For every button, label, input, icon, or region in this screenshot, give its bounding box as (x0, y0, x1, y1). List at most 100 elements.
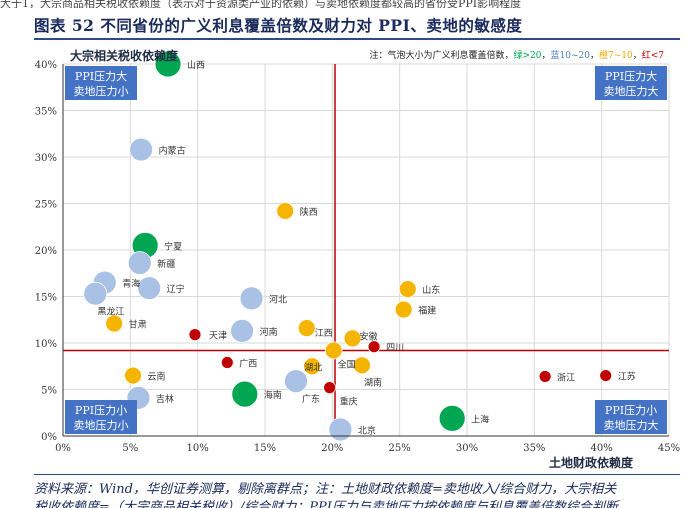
quadrant-label-line1: PPI压力大 (605, 69, 657, 83)
x-axis-title: 土地财政依赖度 (549, 455, 634, 470)
bubble-label: 青海 (122, 278, 140, 290)
figure-title: 图表 52 不同省份的广义利息覆盖倍数及财力对 PPI、卖地的敏感度 (34, 16, 523, 35)
x-tick-label: 25% (389, 443, 411, 454)
bubble-label: 陕西 (300, 206, 318, 218)
bubble (129, 137, 154, 162)
bubble-label: 湖南 (364, 376, 382, 388)
bubble-label: 重庆 (340, 396, 358, 408)
quadrant-box (595, 400, 667, 434)
y-tick-label: 40% (35, 60, 57, 71)
title-rule (34, 38, 680, 40)
legend-note-separator: ， (541, 51, 550, 61)
bubble-label: 浙江 (557, 371, 575, 383)
bubble-label: 黑龙江 (97, 306, 124, 318)
bubble-label: 甘肃 (129, 318, 147, 330)
bubble (230, 319, 255, 343)
bubble-label: 吉林 (156, 393, 174, 405)
legend-note-separator: ， (633, 51, 642, 61)
legend-note-separator: ， (590, 51, 599, 61)
legend-note: 注：气泡大小为广义利息覆盖倍数，绿>20，蓝10~20，橙7~10，红<7 (369, 49, 664, 61)
bubble (394, 300, 413, 319)
bubble (154, 50, 182, 78)
bubble-label: 广东 (302, 393, 320, 405)
bubble (284, 369, 308, 394)
quadrant-label-line2: 卖地压力小 (74, 85, 129, 98)
bubble-label: 广西 (239, 358, 257, 370)
bubble-label: 上海 (471, 413, 489, 425)
bubble-label: 新疆 (157, 258, 175, 270)
bubble-label: 江西 (315, 328, 333, 339)
x-tick-label: 35% (523, 443, 545, 454)
quadrant-label-line2: 卖地压力大 (604, 84, 659, 98)
quadrant-label-line2: 卖地压力大 (604, 418, 659, 432)
x-tick-label: 0% (55, 443, 71, 454)
bubble (353, 356, 371, 375)
bubble (231, 380, 259, 408)
axes: 0% 5% 10% 15% 20% 25% 30% 35% 40% 45% 0% 5% 10% 15% 20… (35, 60, 680, 454)
bubble-label: 全国 (338, 358, 356, 370)
x-tick-label: 30% (456, 443, 478, 454)
bubble-label: 湖北 (304, 362, 322, 373)
bubble (343, 329, 362, 348)
bubble (324, 341, 343, 360)
quadrant-box (65, 400, 137, 434)
bubble-label: 福建 (418, 305, 436, 317)
legend-note-item: 绿>20 (513, 49, 541, 61)
bubble (398, 280, 417, 298)
bubble-label: 江苏 (618, 371, 636, 383)
bubble (137, 276, 162, 301)
bubble-label: 河南 (260, 326, 278, 338)
bubble-label: 山西 (187, 60, 205, 71)
bubble-label: 山东 (422, 284, 440, 296)
source-rule (34, 474, 680, 475)
x-tick-label: 15% (254, 443, 276, 454)
bubble-label: 辽宁 (167, 283, 185, 295)
y-tick-label: 30% (35, 153, 57, 164)
y-tick-label: 25% (35, 200, 57, 211)
x-tick-label: 45% (658, 443, 680, 454)
top-text-strip: 大于1，大宗商品相关税收依赖度（表示对于资源类产业的依赖）与卖地依赖度都较高的省… (0, 0, 522, 8)
reference-lines (63, 64, 669, 436)
quadrant-label-line1: PPI压力大 (75, 69, 127, 83)
bubble (220, 356, 234, 369)
quadrant-label-line1: PPI压力小 (75, 404, 127, 417)
bubble-label: 内蒙古 (159, 145, 186, 157)
bubble (276, 202, 295, 220)
y-tick-label: 15% (35, 293, 57, 304)
legend-note-item: 蓝10~20 (551, 49, 591, 61)
x-tick-label: 10% (187, 443, 209, 454)
y-tick-label: 10% (35, 339, 57, 350)
y-tick-label: 5% (41, 386, 57, 397)
bubble-label: 海南 (264, 389, 282, 401)
bubble (124, 366, 142, 385)
bubble (328, 417, 353, 442)
bubble-label: 云南 (148, 371, 166, 383)
bubble (239, 286, 264, 311)
bubble-label: 河北 (269, 293, 287, 305)
bubble (303, 357, 322, 376)
y-tick-label: 20% (35, 246, 57, 257)
bubble (438, 404, 466, 432)
source-note: 资料来源：Wind，华创证券测算，剔除离群点；注：土地财政依赖度=卖地收入/综合… (34, 482, 617, 497)
source-note-continued: 税收依赖度=（大宗商品相关税收）/综合财力；PPI压力与卖地压力按依赖度与利息覆… (34, 500, 618, 508)
y-tick-label: 35% (35, 107, 57, 118)
bubble (323, 381, 337, 395)
bubble-label: 天津 (209, 331, 227, 342)
quadrant-label-line1: PPI压力小 (605, 404, 657, 417)
quadrant-labels: PPI压力大卖地压力小PPI压力大卖地压力大PPI压力小卖地压力小PPI压力小卖… (65, 66, 667, 434)
legend-note-prefix: 注：气泡大小为广义利息覆盖倍数， (369, 49, 513, 61)
legend-note-item: 橙7~10 (599, 49, 633, 61)
bubble (599, 369, 613, 382)
bubble (83, 281, 108, 306)
x-tick-label: 5% (122, 443, 138, 454)
bubble-label: 安徽 (360, 330, 378, 342)
quadrant-box (65, 66, 137, 100)
y-tick-label: 0% (41, 432, 57, 443)
bubble (105, 314, 124, 333)
bubble (127, 251, 152, 275)
quadrant-box (595, 66, 667, 100)
bubble (188, 328, 202, 342)
bubbles (83, 50, 613, 442)
